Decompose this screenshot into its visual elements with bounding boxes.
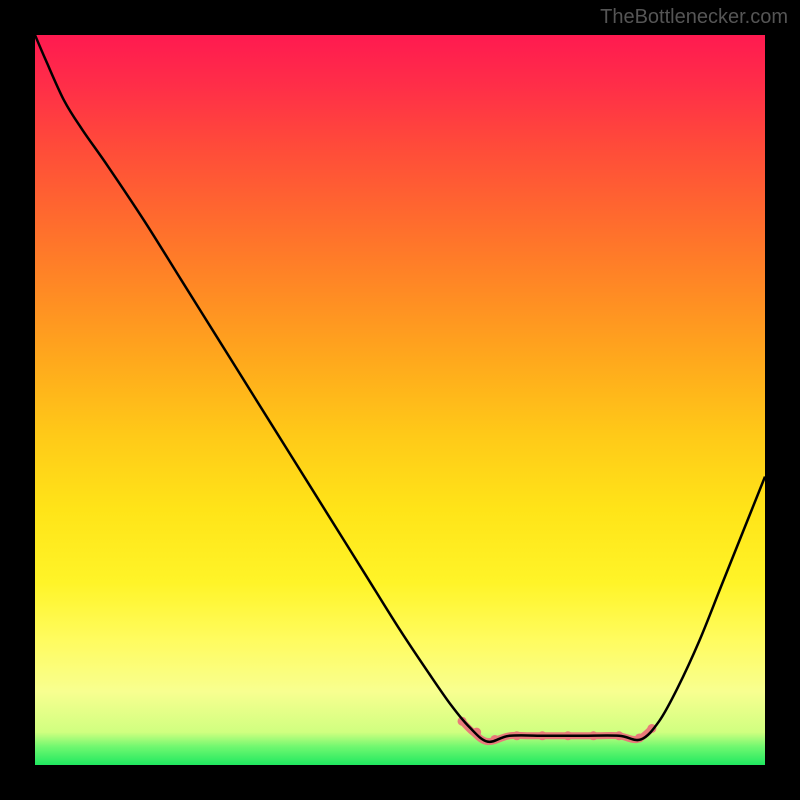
watermark-text: TheBottlenecker.com [600, 6, 788, 29]
bottleneck-curve [35, 35, 765, 742]
chart-plot-area [35, 35, 765, 765]
chart-curve-layer [35, 35, 765, 765]
